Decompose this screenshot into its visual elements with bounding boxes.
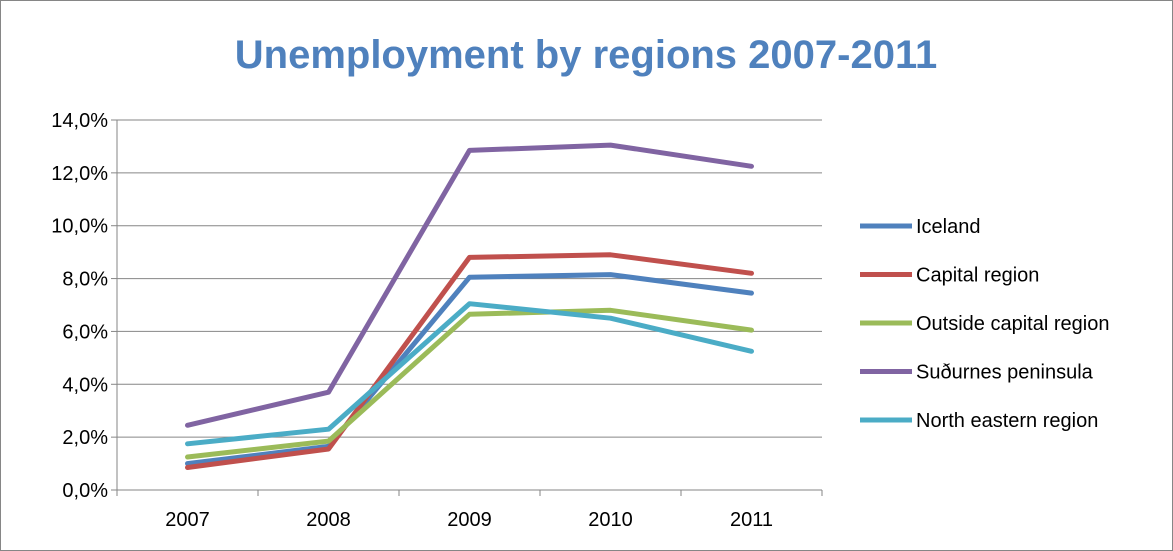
y-axis-tick-labels: 0,0% 2,0% 4,0% 6,0% 8,0% 10,0% 12,0% 14,0% [51, 110, 108, 502]
legend-label: Outside capital region [916, 313, 1109, 335]
chart-title: Unemployment by regions 2007-2011 [235, 33, 938, 77]
x-tick-label: 2008 [306, 509, 351, 531]
y-tick-label: 6,0% [62, 321, 108, 343]
series-lines [185, 142, 754, 470]
axes [111, 119, 823, 496]
x-tick-label: 2011 [730, 509, 773, 531]
legend-label: North eastern region [916, 410, 1098, 432]
series-line [185, 252, 754, 470]
series-line [185, 307, 754, 460]
x-axis-tick-labels: 2007 2008 2009 2010 2011 [165, 509, 773, 531]
legend: Iceland Capital region Outside capital reg… [860, 216, 1109, 432]
x-tick-label: 2007 [165, 509, 210, 531]
series-line [185, 301, 754, 447]
x-tick-label: 2010 [588, 509, 633, 531]
y-tick-label: 10,0% [51, 216, 108, 238]
y-tick-label: 12,0% [51, 163, 108, 185]
x-tick-label: 2009 [447, 509, 492, 531]
y-tick-label: 4,0% [62, 374, 108, 396]
series-line [185, 272, 754, 467]
y-tick-label: 0,0% [62, 480, 108, 502]
legend-label: Iceland [916, 216, 981, 238]
y-tick-label: 8,0% [62, 269, 108, 291]
y-tick-label: 14,0% [51, 110, 108, 132]
legend-label: Capital region [916, 265, 1039, 287]
y-tick-label: 2,0% [62, 427, 108, 449]
legend-label: Suðurnes peninsula [916, 362, 1094, 384]
series-line [185, 142, 754, 428]
